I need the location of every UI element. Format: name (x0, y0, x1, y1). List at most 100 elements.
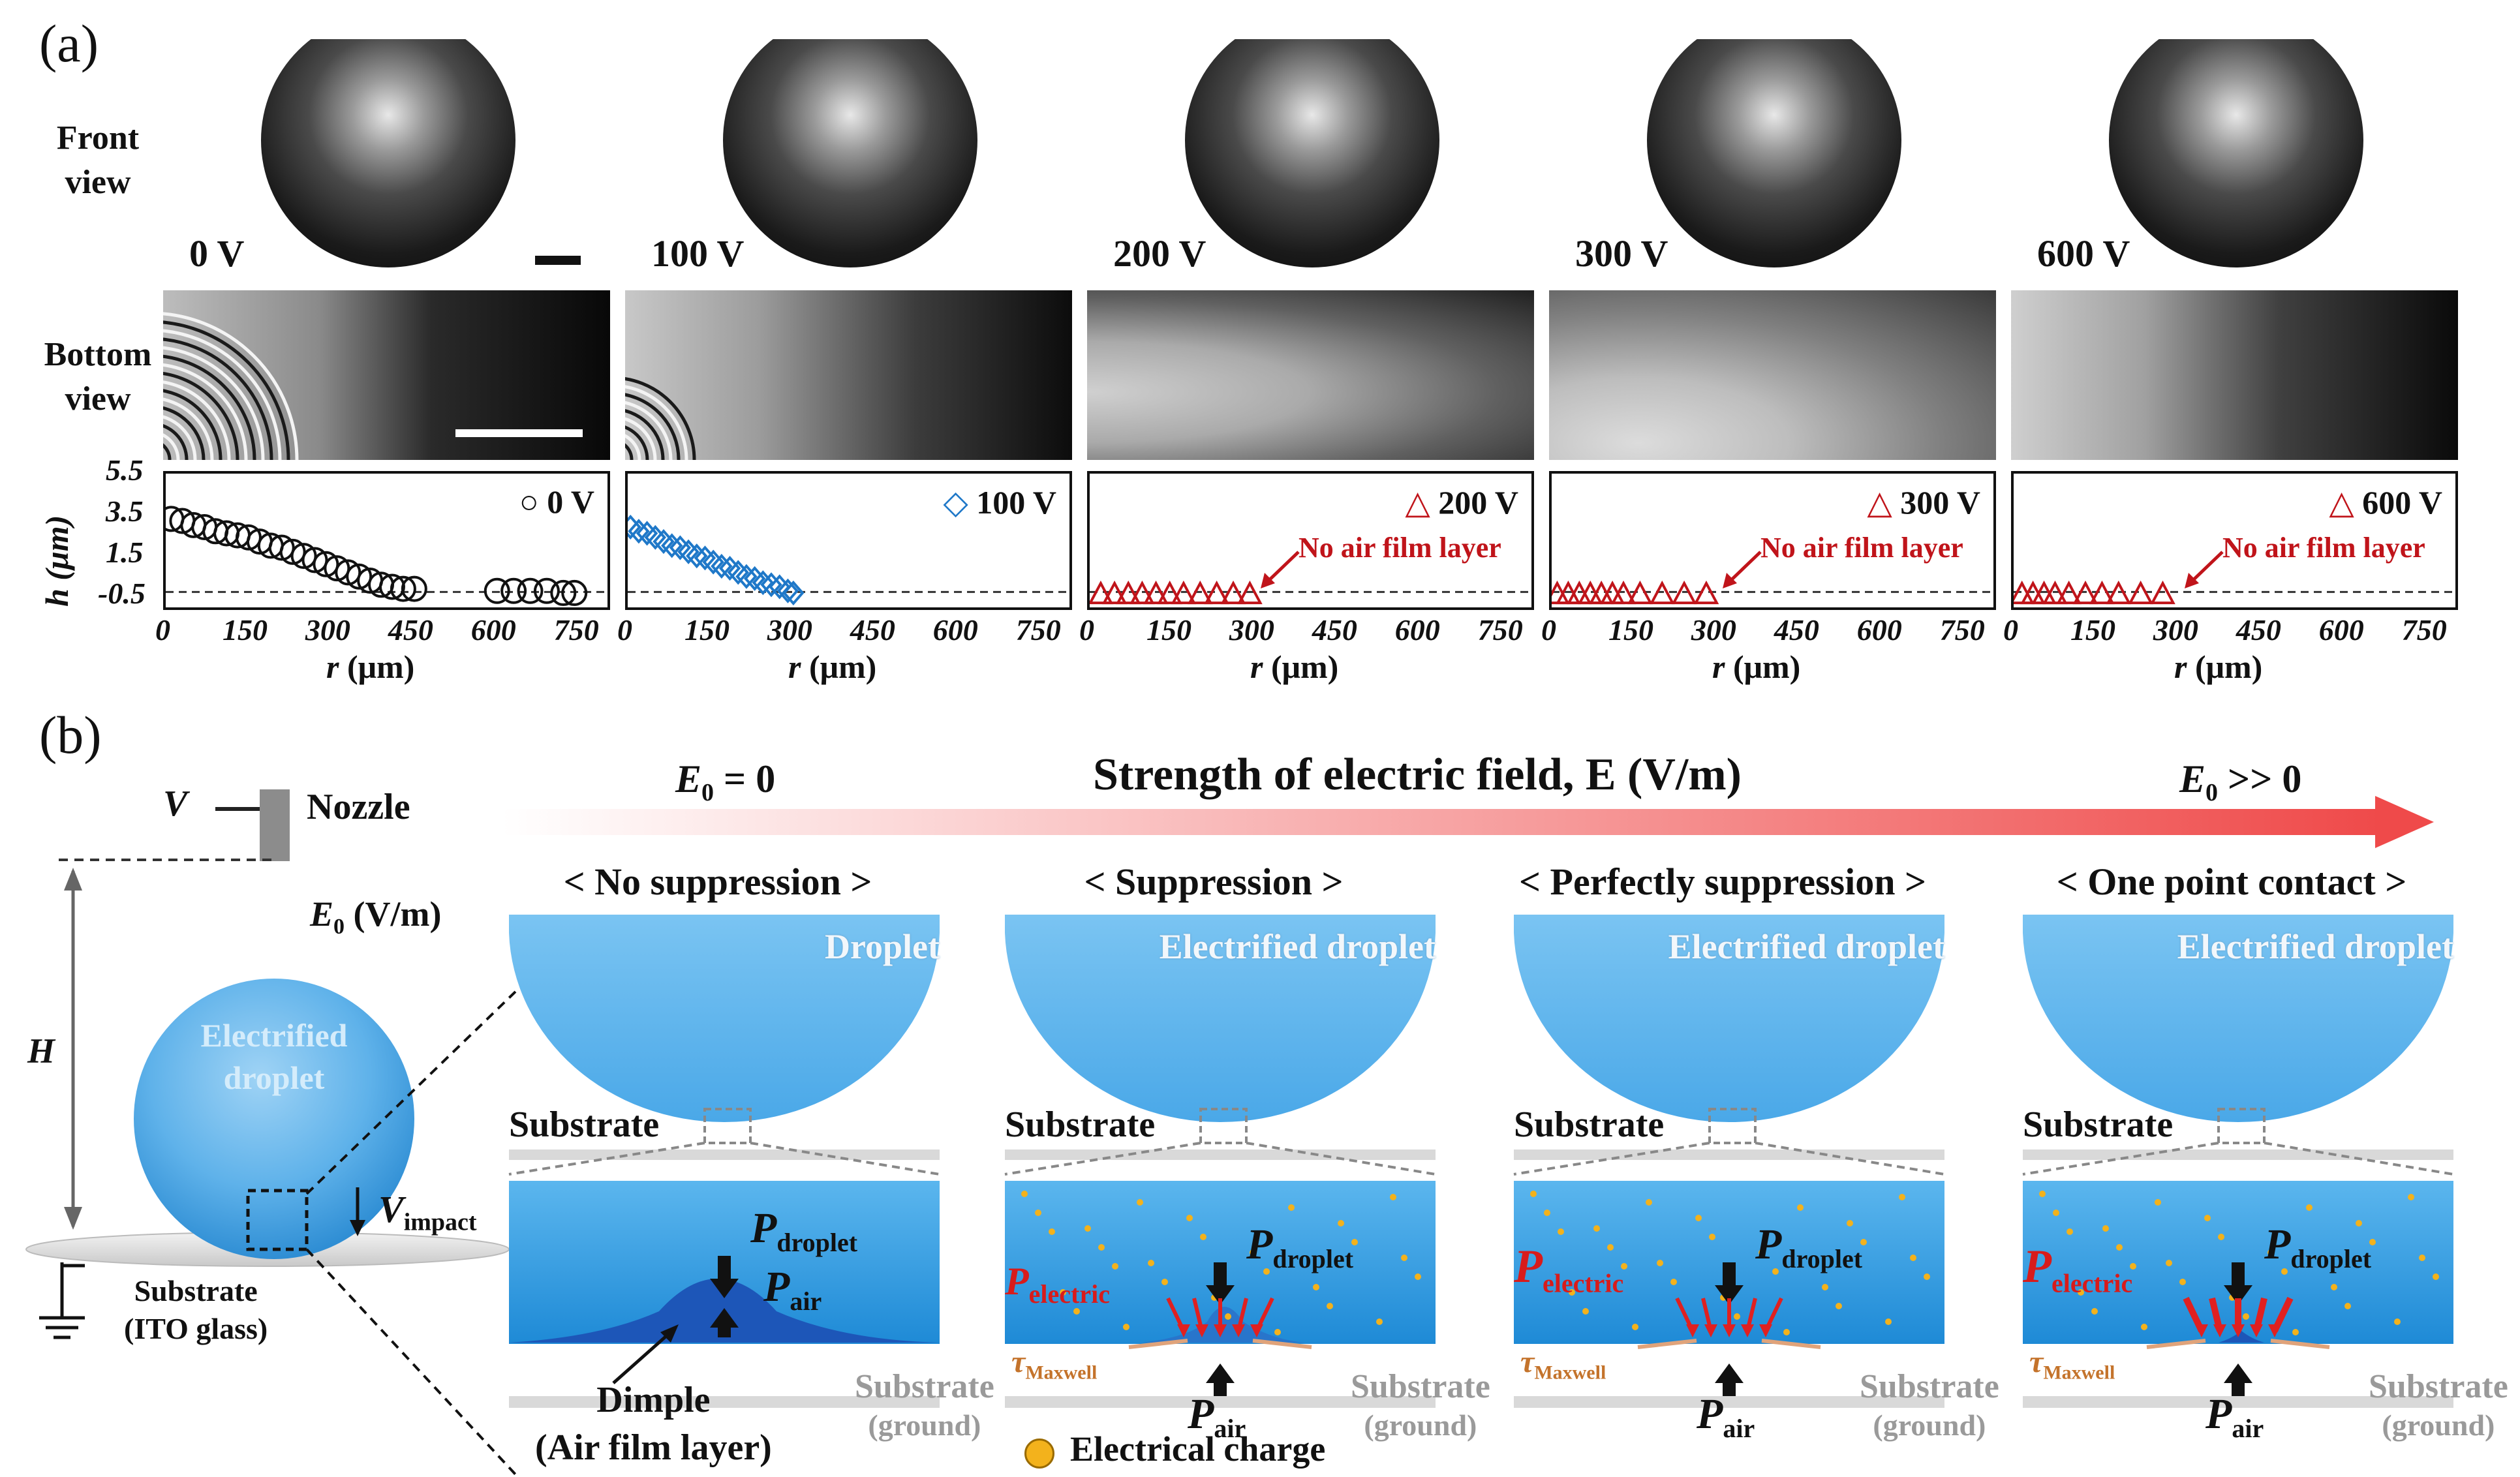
data-point (2150, 580, 2175, 605)
data-point (301, 547, 328, 573)
x-tick-label: 600 (470, 613, 516, 647)
regime-illustration (1513, 915, 1945, 1408)
x-tick-label: 0 (2003, 613, 2018, 647)
data-point (1599, 580, 1625, 605)
left-droplet-caption-1: Electrified (200, 1017, 348, 1054)
substrate-label: Substrate (1514, 1104, 1665, 1145)
data-point (1220, 580, 1246, 605)
data-point (324, 555, 350, 582)
substrate-label: Substrate (2023, 1104, 2174, 1145)
x-tick-label: 300 (1229, 613, 1274, 647)
data-point (290, 543, 317, 570)
data-point (1090, 580, 1114, 605)
left-schematic (25, 789, 517, 1476)
bottom-view-label-line1: Bottom (44, 336, 152, 373)
front-view-image (2109, 39, 2363, 281)
data-point (1115, 580, 1141, 605)
y-tick-label: 1.5 (106, 536, 144, 570)
front-view-label-line1: Front (56, 119, 140, 157)
h-vs-r-plot: ◇ 100 V (625, 471, 1072, 610)
voltage-label: 100 V (651, 232, 745, 275)
charge-legend-dot (1024, 1439, 1054, 1469)
data-point (401, 575, 427, 602)
x-tick-label: 750 (1939, 613, 1985, 647)
data-point (2056, 580, 2082, 605)
substrate-label: Substrate (509, 1104, 660, 1145)
nozzle-label: Nozzle (307, 787, 410, 827)
data-point (677, 539, 699, 564)
data-point (517, 577, 544, 604)
ito-substrate-label: Substrate (ITO glass) (124, 1272, 268, 1347)
no-air-arrow (2189, 551, 2224, 585)
no-air-film-label: No air film layer (2222, 532, 2425, 564)
bottom-scale-bar (455, 429, 583, 437)
x-axis-label: r (μm) (326, 648, 415, 685)
data-point (1671, 580, 1697, 605)
data-point (735, 564, 758, 589)
droplet-caption: Electrified droplet (1159, 927, 1436, 966)
droplet-caption: Droplet (825, 927, 940, 966)
data-point (628, 519, 650, 544)
no-air-film-label: No air film layer (1298, 532, 1501, 564)
p-droplet-label: Pdroplet (1755, 1221, 1863, 1274)
substrate-ground-label: Substrate (ground) (2369, 1368, 2508, 1442)
v-label: V (163, 784, 188, 824)
p-electric-label: Pelectric (1005, 1260, 1110, 1309)
data-point (561, 579, 588, 606)
data-point (484, 577, 510, 604)
p-air-label: Pair (1188, 1390, 1246, 1444)
regime-illustration (1004, 915, 1436, 1408)
voltage-label: 0 V (189, 232, 245, 275)
x-tick-label: 450 (1774, 613, 1819, 647)
p-air-label: Pair (763, 1263, 822, 1317)
x-tick-label: 600 (1394, 613, 1440, 647)
no-air-arrow (1265, 551, 1300, 585)
data-point (2020, 580, 2046, 605)
x-tick-label: 0 (617, 613, 632, 647)
x-axis-label: r (μm) (1250, 648, 1339, 685)
nozzle-shape (260, 789, 290, 861)
substrate-ground-label: Substrate (ground) (855, 1368, 994, 1442)
plot-legend: ○ 0 V (519, 483, 594, 520)
data-point (686, 543, 708, 569)
bottom-view-image (2011, 290, 2458, 460)
plot-legend: △ 300 V (1867, 484, 1980, 521)
x-axis-label: r (μm) (788, 648, 877, 685)
regime-illustration (2022, 915, 2454, 1408)
x-tick-label: 150 (684, 613, 730, 647)
data-point (2072, 580, 2098, 605)
front-scale-bar (535, 256, 581, 265)
tau-maxwell-label: τMaxwell (1520, 1345, 1606, 1384)
x-tick-label: 150 (1608, 613, 1653, 647)
data-point (2089, 580, 2115, 605)
ito-substrate-label-2: (ITO glass) (124, 1311, 268, 1345)
data-point (1693, 580, 1719, 605)
data-point (1588, 580, 1614, 605)
data-point (711, 553, 733, 579)
data-point (1610, 580, 1636, 605)
x-tick-label: 750 (1477, 613, 1523, 647)
data-point (1171, 580, 1197, 605)
data-point (313, 551, 339, 577)
data-point (1204, 580, 1229, 605)
data-point (550, 579, 577, 606)
y-tick-label: -0.5 (98, 577, 146, 611)
regime-title: < Suppression > (1084, 860, 1344, 903)
data-point (346, 563, 373, 590)
x-tick-label: 750 (553, 613, 599, 647)
front-view-label: Front view (39, 116, 157, 204)
x-tick-label: 450 (388, 613, 433, 647)
data-point (1577, 580, 1603, 605)
data-point (1101, 580, 1128, 605)
x-tick-label: 600 (932, 613, 978, 647)
bottom-view-label-line2: view (65, 380, 131, 418)
left-droplet-caption-2: droplet (223, 1059, 325, 1096)
no-air-film-label: No air film layer (1760, 532, 1963, 564)
x-tick-label: 300 (2153, 613, 2198, 647)
front-view-image (1647, 39, 1901, 281)
x-axis-label: r (μm) (1712, 648, 1801, 685)
data-point (268, 534, 295, 561)
p-electric-label: Pelectric (2023, 1240, 2133, 1298)
h-label: H (27, 1031, 55, 1071)
p-air-label: Pair (1697, 1390, 1755, 1444)
